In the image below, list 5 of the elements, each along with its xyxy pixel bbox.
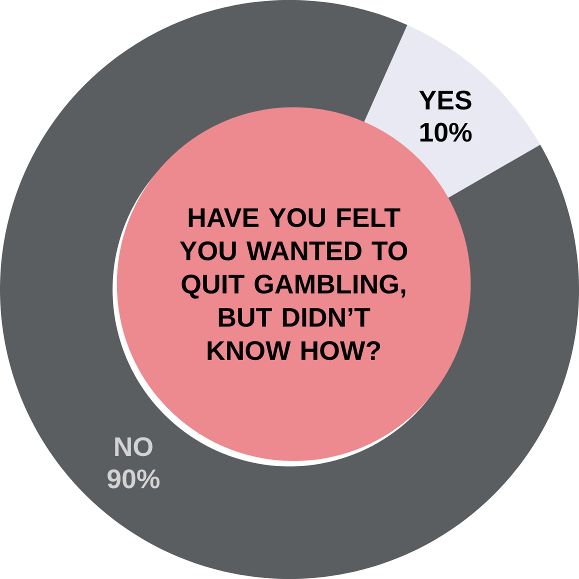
data-label: 90% — [108, 469, 160, 488]
data-label: 10% — [420, 122, 472, 142]
text: HAVE YOU FELT YOU WANTED TO QUIT GAMBLING, BUT DIDN’T KNOW HOW? — [180, 208, 408, 360]
slice-label: NO — [115, 437, 152, 456]
slice-label: YES — [419, 90, 472, 110]
